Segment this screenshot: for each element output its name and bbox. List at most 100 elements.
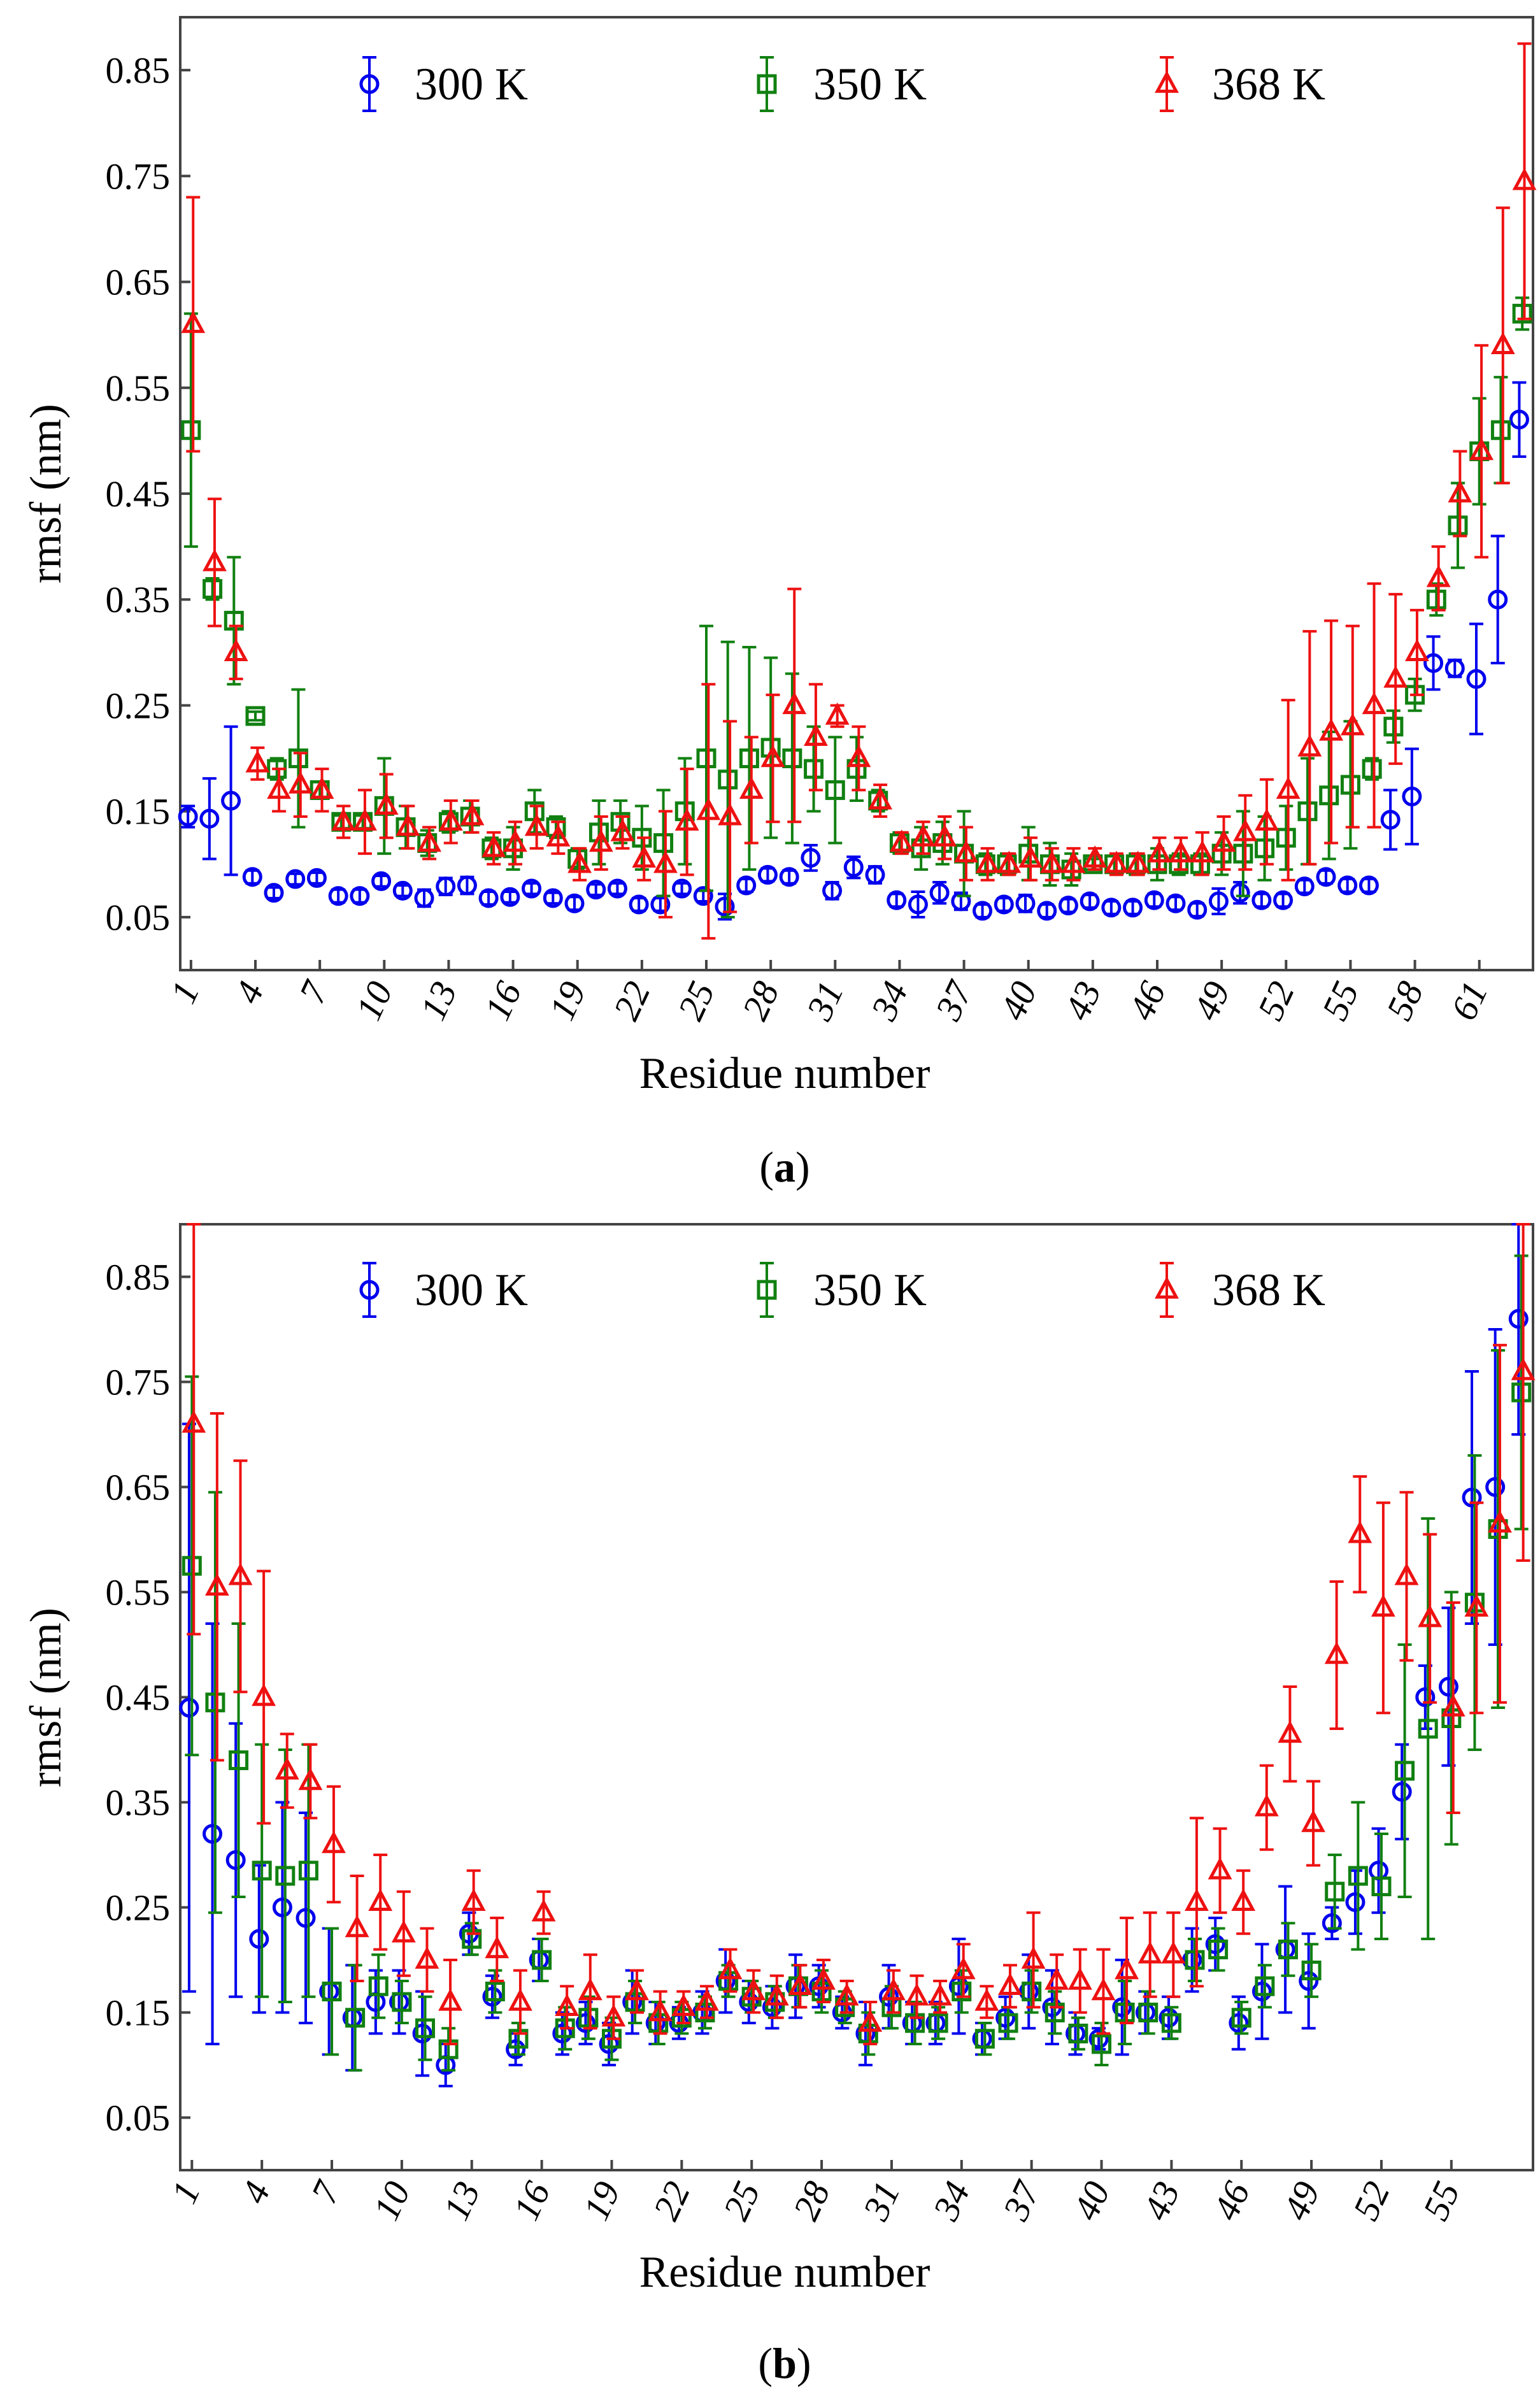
legend-error-bar xyxy=(760,56,774,112)
data-point xyxy=(272,1898,292,1917)
error-bar xyxy=(1451,482,1465,569)
error-bar xyxy=(1257,1964,1272,2009)
series-368-k xyxy=(181,42,1537,940)
data-point xyxy=(1490,420,1511,440)
error-bar xyxy=(583,1953,597,2030)
data-point xyxy=(1230,883,1250,903)
data-point xyxy=(524,813,549,836)
data-point xyxy=(1345,1892,1365,1912)
error-bar xyxy=(1211,1927,1225,1972)
data-point xyxy=(274,1757,299,1780)
data-point xyxy=(1251,1982,1272,2001)
data-point xyxy=(825,780,845,800)
data-point xyxy=(610,819,635,841)
data-point xyxy=(653,850,678,873)
data-point xyxy=(1418,1719,1438,1739)
data-point xyxy=(696,748,717,769)
data-point xyxy=(328,886,348,906)
data-point xyxy=(904,1983,929,2006)
data-point xyxy=(1383,665,1408,688)
data-point xyxy=(1322,1913,1342,1933)
data-point xyxy=(288,771,313,794)
legend-marker-circle xyxy=(359,1280,380,1300)
data-point xyxy=(436,876,456,897)
error-bar xyxy=(331,888,346,904)
data-point xyxy=(1208,1857,1232,1880)
data-point xyxy=(1466,669,1487,689)
error-bar xyxy=(746,1969,761,2014)
data-point xyxy=(1068,2024,1088,2043)
data-point xyxy=(1348,1866,1368,1886)
error-bar xyxy=(187,1223,201,1636)
data-point xyxy=(1319,718,1344,741)
data-point xyxy=(887,890,907,910)
y-tick-label: 0.75 xyxy=(106,155,171,197)
x-tick-label: 10 xyxy=(348,975,401,1026)
x-tick-label: 34 xyxy=(862,975,916,1027)
error-bar xyxy=(1002,1964,1017,2009)
data-point xyxy=(1021,1946,1046,1969)
data-point xyxy=(1448,480,1472,503)
error-bar xyxy=(1304,1943,1319,1998)
data-point xyxy=(532,1950,552,1970)
data-point xyxy=(1362,759,1382,779)
error-bar xyxy=(567,896,581,911)
data-point xyxy=(203,548,227,571)
error-bar xyxy=(978,2022,992,2056)
data-point xyxy=(285,869,306,889)
data-point xyxy=(736,875,757,896)
data-point xyxy=(629,894,649,915)
data-point xyxy=(1115,1957,1139,1980)
data-point xyxy=(1254,1794,1279,1817)
data-point xyxy=(951,1957,976,1980)
data-point xyxy=(252,1684,276,1706)
data-point xyxy=(1362,692,1387,715)
error-bar xyxy=(1188,1938,1202,1982)
error-bar xyxy=(1043,841,1057,887)
data-point xyxy=(1125,850,1150,873)
error-bar xyxy=(490,1917,504,1982)
error-bar xyxy=(1104,899,1118,915)
data-point xyxy=(531,1899,556,1922)
x-tick-label: 31 xyxy=(855,2175,908,2227)
error-bar xyxy=(293,752,308,818)
data-point xyxy=(952,1982,972,2001)
x-tick-label: 13 xyxy=(412,975,465,1026)
data-point xyxy=(588,822,609,843)
error-bar xyxy=(1255,1943,1269,2040)
error-bar xyxy=(1061,897,1076,913)
error-bar xyxy=(1327,1854,1342,1930)
data-point xyxy=(741,1978,766,2001)
error-bar xyxy=(255,1743,269,1998)
series-300-k xyxy=(178,381,1529,921)
data-point xyxy=(974,2029,995,2049)
error-bar xyxy=(630,1969,645,2014)
data-point xyxy=(552,2024,573,2043)
data-point xyxy=(625,1978,649,2001)
legend-marker-triangle xyxy=(1155,70,1179,93)
panel-caption-b-close: ) xyxy=(797,2339,811,2387)
data-point xyxy=(858,2024,878,2043)
data-point xyxy=(1340,775,1360,795)
data-point xyxy=(414,888,434,908)
data-point xyxy=(181,420,201,440)
data-point xyxy=(653,833,674,854)
legend-error-bar xyxy=(362,1262,376,1318)
error-bar xyxy=(956,1943,971,1998)
error-bar xyxy=(396,884,410,897)
error-bar xyxy=(816,1959,831,2003)
error-bar xyxy=(1367,582,1381,829)
data-point xyxy=(1161,2013,1181,2033)
error-bar xyxy=(291,688,306,829)
data-point xyxy=(1138,2003,1159,2022)
y-ticks-b: 0.05 0.15 0.25 0.35 0.45 0.55 0.65 0.75 0.85 xyxy=(106,1257,190,2139)
data-point xyxy=(995,2008,1016,2028)
error-bar xyxy=(396,1890,411,1977)
error-bar xyxy=(524,882,539,896)
data-point xyxy=(1144,890,1164,910)
data-point xyxy=(522,878,542,899)
data-point xyxy=(1190,854,1210,875)
data-point xyxy=(1161,1941,1186,1964)
data-point xyxy=(1297,734,1322,757)
